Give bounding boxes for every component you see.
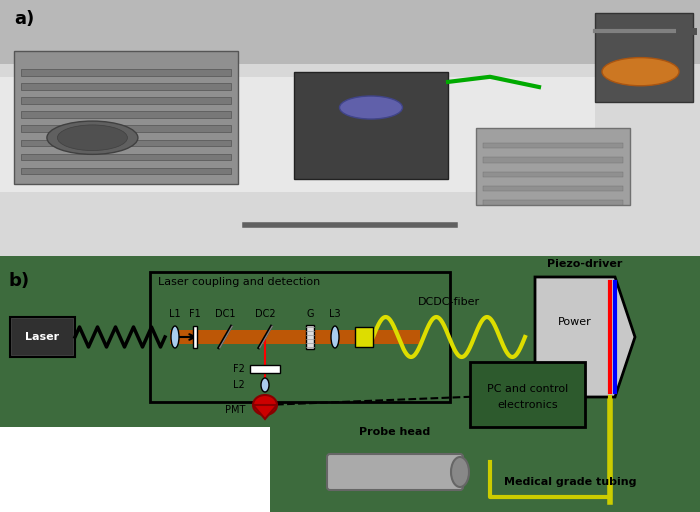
Text: Piezo-driver: Piezo-driver [547, 259, 623, 269]
Bar [483, 186, 623, 191]
Bar [170, 330, 420, 344]
Text: Laser coupling and detection: Laser coupling and detection [158, 277, 321, 287]
Bar [21, 112, 231, 118]
Bar [21, 83, 231, 90]
Text: PC and control: PC and control [487, 385, 568, 395]
Bar [595, 13, 693, 102]
Text: b): b) [8, 272, 29, 290]
Bar [483, 143, 623, 148]
Text: F1: F1 [189, 309, 201, 319]
Bar [476, 128, 630, 205]
Text: Probe head: Probe head [359, 427, 430, 437]
Polygon shape [253, 405, 277, 419]
Ellipse shape [331, 326, 339, 348]
Text: G: G [307, 309, 314, 319]
Circle shape [602, 58, 679, 86]
Text: DC1: DC1 [215, 309, 235, 319]
Bar [14, 51, 238, 184]
Text: Power: Power [558, 317, 592, 327]
Bar [306, 325, 314, 349]
Bar [21, 69, 231, 75]
Bar [21, 125, 231, 132]
Text: F2: F2 [233, 364, 245, 374]
Text: DCDC-fiber: DCDC-fiber [418, 297, 480, 307]
FancyBboxPatch shape [0, 0, 700, 256]
Bar [483, 158, 623, 163]
Ellipse shape [253, 395, 277, 415]
Bar [355, 327, 373, 347]
FancyBboxPatch shape [12, 319, 73, 355]
Bar [0, 427, 270, 512]
Text: L3: L3 [329, 309, 341, 319]
Bar [483, 200, 623, 205]
Text: L2: L2 [233, 380, 245, 390]
Ellipse shape [451, 457, 469, 487]
Circle shape [340, 96, 402, 119]
Circle shape [57, 125, 127, 151]
Text: electronics: electronics [497, 399, 558, 410]
Text: Laser: Laser [25, 332, 60, 342]
Bar [250, 365, 280, 373]
Text: Medical grade tubing: Medical grade tubing [504, 477, 636, 487]
Bar [193, 326, 197, 348]
Bar [21, 154, 231, 160]
Bar [0, 64, 700, 256]
Ellipse shape [261, 378, 269, 392]
Bar [483, 172, 623, 177]
Circle shape [47, 121, 138, 155]
Text: PMT: PMT [225, 405, 245, 415]
FancyBboxPatch shape [10, 317, 75, 357]
Bar [0, 77, 595, 192]
Text: L1: L1 [169, 309, 181, 319]
Polygon shape [535, 277, 635, 397]
Bar [21, 97, 231, 103]
Text: a): a) [14, 10, 34, 28]
FancyBboxPatch shape [327, 454, 463, 490]
Ellipse shape [171, 326, 179, 348]
Text: DC2: DC2 [255, 309, 275, 319]
Bar [21, 139, 231, 146]
Bar [21, 167, 231, 174]
FancyBboxPatch shape [470, 362, 585, 427]
Bar [294, 72, 448, 179]
